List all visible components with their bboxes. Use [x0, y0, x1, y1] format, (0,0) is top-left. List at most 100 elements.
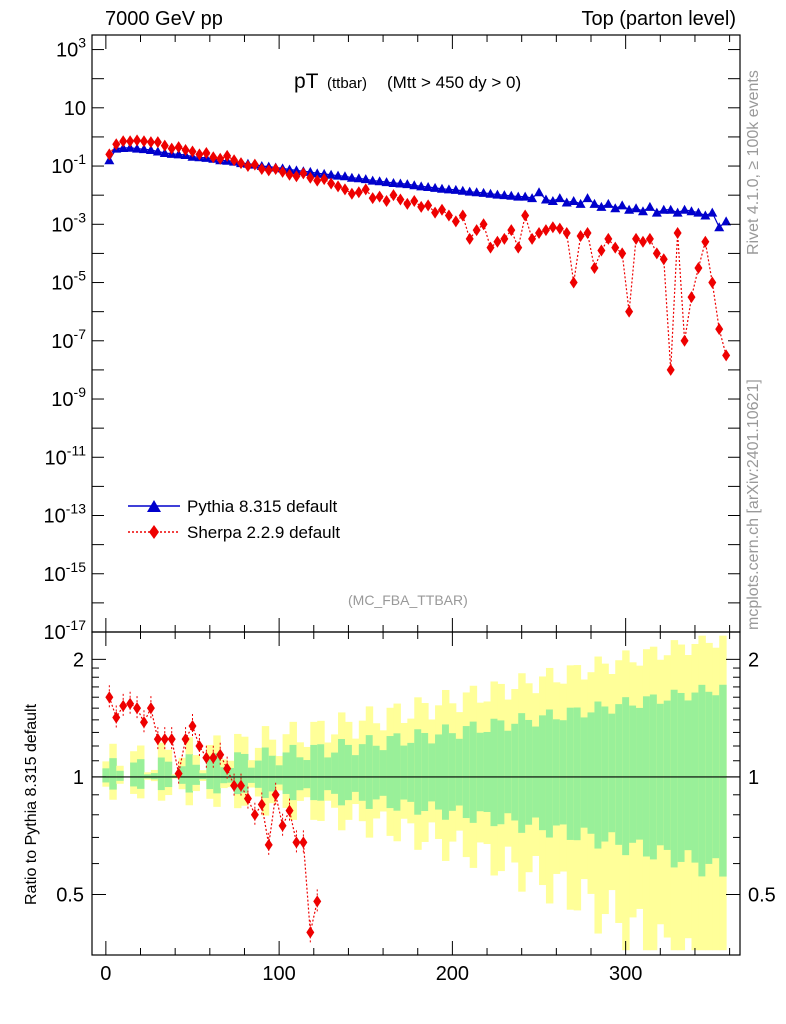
pythia-point: [540, 194, 551, 204]
ratio-sherpa-point: [292, 836, 301, 849]
ratio-band-inner: [719, 684, 727, 877]
ratio-band-inner: [622, 697, 630, 856]
ratio-sherpa-point: [202, 751, 211, 764]
ratio-sherpa-point: [209, 751, 218, 764]
ratio-sherpa-point: [271, 788, 280, 801]
sherpa-point: [375, 190, 384, 203]
sherpa-point: [278, 165, 287, 178]
sherpa-point: [708, 276, 717, 289]
ratio-band-inner: [539, 715, 547, 831]
ratio-band-inner: [656, 703, 665, 846]
ratio-band-inner: [435, 734, 443, 810]
analysis-tag: (MC_FBA_TTBAR): [348, 592, 468, 608]
pythia-point: [423, 182, 434, 192]
sherpa-point: [701, 235, 710, 248]
ratio-y-tick-label-left: 2: [73, 649, 84, 671]
sherpa-point: [555, 222, 564, 235]
sherpa-point: [313, 174, 322, 187]
ratio-band-inner: [282, 752, 291, 794]
ratio-sherpa-point: [313, 895, 322, 908]
pythia-point: [291, 165, 302, 175]
ratio-band-inner: [587, 712, 595, 834]
ratio-band-inner: [705, 691, 713, 864]
sherpa-point: [638, 235, 647, 248]
pythia-point: [568, 195, 579, 205]
ratio-band-inner: [199, 773, 207, 780]
ratio-band-inner: [455, 738, 464, 806]
sherpa-point: [611, 241, 620, 254]
sherpa-point: [334, 180, 343, 193]
ratio-sherpa-point: [250, 808, 259, 821]
pythia-point: [721, 216, 732, 226]
sherpa-point: [652, 247, 661, 260]
plot-title-cut: (Mtt > 450 dy > 0): [387, 73, 521, 92]
ratio-band-inner: [504, 730, 512, 814]
sherpa-point: [687, 291, 696, 304]
sherpa-point: [403, 197, 412, 210]
legend: Pythia 8.315 default Sherpa 2.2.9 defaul…: [128, 497, 340, 542]
ratio-sherpa-point: [188, 720, 197, 733]
sherpa-point: [437, 203, 446, 216]
sherpa-point: [451, 215, 460, 228]
sherpa-point: [188, 145, 197, 158]
ratio-sherpa-point: [133, 702, 142, 715]
ratio-sherpa-point: [174, 767, 183, 780]
sherpa-point: [223, 149, 232, 162]
ratio-band-inner: [109, 758, 117, 790]
sherpa-point: [264, 164, 273, 177]
sherpa-line: [108, 139, 727, 370]
main-plot-frame: [91, 34, 741, 633]
ratio-band-inner: [247, 767, 256, 783]
ratio-band-inner: [303, 760, 311, 789]
ratio-sherpa-point: [285, 804, 294, 817]
x-tick-label: 100: [262, 963, 295, 985]
pythia-point: [714, 222, 725, 232]
ratio-band-inner: [206, 758, 214, 790]
legend-label-sherpa: Sherpa 2.2.9 default: [187, 523, 340, 542]
sherpa-point: [500, 232, 509, 245]
sherpa-point: [306, 171, 315, 184]
ratio-band-inner: [594, 701, 602, 849]
sherpa-point: [431, 206, 440, 219]
ratio-sherpa-point: [216, 748, 225, 761]
sherpa-point: [133, 134, 142, 147]
sherpa-point: [139, 135, 148, 148]
legend-marker-pythia: [147, 500, 161, 512]
ratio-sherpa-point: [126, 697, 135, 710]
sherpa-point: [327, 177, 336, 190]
sherpa-point: [479, 218, 488, 231]
ratio-band-inner: [254, 760, 263, 788]
main-y-tick-label: 10-15: [44, 559, 87, 586]
pythia-point: [582, 193, 593, 203]
ratio-band-inner: [691, 692, 699, 863]
pythia-point: [360, 174, 371, 184]
sherpa-point: [590, 261, 599, 274]
pythia-point: [409, 180, 420, 190]
pythia-point: [471, 187, 482, 197]
main-y-tick-label: 10-9: [51, 384, 86, 411]
pythia-point: [132, 143, 143, 153]
main-y-tick-label: 10: [64, 98, 86, 120]
sherpa-point: [257, 162, 266, 175]
ratio-band-inner: [393, 733, 401, 811]
main-y-tick-label: 10-7: [51, 326, 86, 353]
pythia-point: [651, 207, 662, 217]
sherpa-point: [666, 363, 675, 376]
pythia-point: [430, 182, 441, 192]
pythia-point: [589, 198, 600, 208]
ratio-band-inner: [511, 723, 519, 821]
sherpa-point: [632, 232, 641, 245]
pythia-point: [450, 184, 461, 194]
sherpa-point: [368, 192, 377, 205]
sherpa-point: [153, 136, 162, 149]
pythia-point: [305, 166, 316, 176]
pythia-point: [520, 191, 531, 201]
ratio-band-inner: [296, 757, 304, 791]
sherpa-point: [715, 323, 724, 336]
legend-marker-sherpa: [149, 525, 159, 539]
pythia-point: [416, 181, 427, 191]
sherpa-point: [722, 349, 731, 362]
sherpa-point: [673, 227, 682, 240]
pythia-point: [547, 195, 558, 205]
ratio-sherpa-point: [257, 798, 266, 811]
